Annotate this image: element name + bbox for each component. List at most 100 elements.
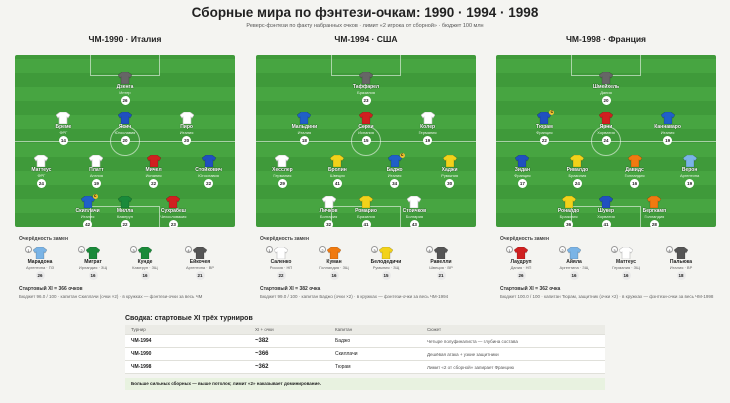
player-team: Аргентина xyxy=(679,172,700,178)
player-card[interactable]: Давидс Голландия 16 xyxy=(619,154,651,188)
player-card[interactable]: Стоичков Болгария 43 xyxy=(398,196,430,227)
player-name: Мальдини xyxy=(291,123,318,130)
bench-player[interactable]: 2 Миграт Ирландия · ЗЩ 16 xyxy=(71,246,115,280)
player-card[interactable]: Бреме ФРГ 14 xyxy=(47,111,79,145)
sub-order-badge: 3 xyxy=(611,246,618,253)
player-name: Марадона xyxy=(27,259,53,265)
bench-player[interactable]: 4 Равелли Швеция · ВР 21 xyxy=(419,246,463,280)
bench-player[interactable]: 3 Кунде Камерун · ЗЩ 16 xyxy=(123,246,167,280)
player-card[interactable]: Таффарел Бразилия 23 xyxy=(350,72,382,106)
bench-player[interactable]: 2 Айяла Аргентина · ЗЩ 16 xyxy=(552,246,596,280)
player-card[interactable]: Хаджи Румыния 30 xyxy=(434,154,466,188)
bench-player[interactable]: 1 Лаудруп Дания · НП 26 xyxy=(499,246,543,280)
player-card[interactable]: Сухрабеш Чехословакия 23 xyxy=(157,196,189,227)
page-title: Сборные мира по фэнтези-очкам: 1990 · 19… xyxy=(191,5,539,20)
player-card[interactable]: Роналдо Бразилия 36 xyxy=(553,196,585,227)
player-card[interactable]: Колер Германия 19 xyxy=(412,111,444,145)
points-badge: 32 xyxy=(324,220,334,227)
player-name: Милла xyxy=(116,208,134,215)
player-card[interactable]: Бролин Швеция 41 xyxy=(321,154,353,188)
player-team: Швеция xyxy=(330,172,345,178)
points-badge: 24 xyxy=(36,178,46,188)
player-card[interactable]: Ривалдо Бразилия 24 xyxy=(561,154,593,188)
player-team: Испания xyxy=(145,172,162,178)
shirt-icon xyxy=(89,154,104,167)
player-card[interactable]: Шукер Хорватия 41 xyxy=(590,196,622,227)
pitch: Дзенга Интер 26 Бреме ФРГ 14 Ясич Югославия 20 Пи… xyxy=(15,55,235,227)
bench-player[interactable]: 3 Белодедичи Румыния · ЗЩ 15 xyxy=(364,246,408,280)
player-card[interactable]: Каннаваро Италия 19 xyxy=(652,111,684,145)
player-card[interactable]: C Тюрам Франция 22 xyxy=(528,109,560,145)
budget-note: Бюджет 100.0 / 100 · капитан Тюрам, защи… xyxy=(500,294,714,299)
player-card[interactable]: Личков Болгария 32 xyxy=(313,196,345,227)
shirt-icon xyxy=(166,196,181,209)
points-badge: 16 xyxy=(88,271,98,280)
cell: Скиллачи xyxy=(335,351,358,357)
player-team: Голландия xyxy=(644,214,665,220)
player-card[interactable]: Серхи Испания 15 xyxy=(350,111,382,145)
subs-title: Очерёдность замен xyxy=(19,236,68,242)
player-name: Хаджи xyxy=(441,166,458,173)
player-team: Чехословакия xyxy=(160,214,187,220)
player-card[interactable]: Мальдини Италия 18 xyxy=(288,111,320,145)
points-badge: 18 xyxy=(676,271,686,280)
player-card[interactable]: Бергкамп Голландия 28 xyxy=(638,196,670,227)
player-card[interactable]: Дзенга Интер 26 xyxy=(109,72,141,106)
points-badge: 29 xyxy=(277,178,287,188)
shirt-icon xyxy=(201,154,216,167)
player-name: Ясич xyxy=(118,123,132,130)
player-name: Равелли xyxy=(430,259,452,265)
player-card[interactable]: Мичел Испания 22 xyxy=(138,154,170,188)
points-badge: 22 xyxy=(120,220,130,227)
bench-player[interactable]: 2 Куман Голландия · ЗЩ 16 xyxy=(312,246,356,280)
player-name: Стоичков xyxy=(402,208,427,215)
bench-player[interactable]: 1 Марадона Аргентина · ПЗ 26 xyxy=(18,246,62,280)
xi-total: Стартовый XI = 382 очка xyxy=(260,286,321,292)
player-card[interactable]: Верон Аргентина 19 xyxy=(674,154,706,188)
points-badge: 19 xyxy=(91,178,101,188)
budget-note: Бюджет 96.0 / 100 · капитан Скиллачи (оч… xyxy=(19,294,203,299)
pitch: Шмейхель Дания 20 C Тюрам Франция 22 Ярни Хорват… xyxy=(496,55,716,227)
shirt-icon xyxy=(647,196,662,209)
bench-player[interactable]: 4 Пальюка Италия · ВР 18 xyxy=(659,246,703,280)
bench-player[interactable]: 4 Ейкочея Аргентина · ВР 21 xyxy=(178,246,222,280)
player-card[interactable]: Маттеус ФРГ 24 xyxy=(25,154,57,188)
points-badge: 19 xyxy=(423,135,433,145)
player-card[interactable]: Пиро Италия 20 xyxy=(171,111,203,145)
player-team: Ирландия · ЗЩ xyxy=(78,265,108,270)
bench-player[interactable]: 1 Саленко Россия · НП 22 xyxy=(259,246,303,280)
player-team: Италия xyxy=(387,172,402,178)
player-name: Роналдо xyxy=(557,208,580,215)
xi-total: Стартовый XI = 362 очка xyxy=(500,286,561,292)
shirt-icon xyxy=(599,72,613,85)
player-name: Верон xyxy=(681,166,698,173)
player-card[interactable]: Милла Камерун 22 xyxy=(109,196,141,227)
player-card[interactable]: Шмейхель Дания 20 xyxy=(590,72,622,106)
points-badge: 26 xyxy=(516,271,526,280)
shirt-icon xyxy=(179,111,194,124)
player-name: Шукер xyxy=(597,208,615,215)
points-badge: 17 xyxy=(517,178,527,188)
player-card[interactable]: C Баджо Италия 34 xyxy=(379,152,411,188)
player-name: Скиллачи xyxy=(75,208,100,215)
player-card[interactable]: Хесслер Германия 29 xyxy=(266,154,298,188)
cell: Четыре полуфиналиста — глубина состава xyxy=(427,338,518,344)
bench-player[interactable]: 3 Маттеус Германия · ЗЩ 16 xyxy=(604,246,648,280)
player-card[interactable]: C Скиллачи Италия 42 xyxy=(72,194,104,227)
player-team: Бразилия xyxy=(559,214,578,220)
player-card[interactable]: Ромарио Бразилия 41 xyxy=(350,196,382,227)
sub-order-badge: 1 xyxy=(266,246,273,253)
points-badge: 21 xyxy=(195,271,205,280)
subs-title: Очерёдность замен xyxy=(260,236,309,242)
player-card[interactable]: Зидан Франция 17 xyxy=(506,154,538,188)
player-card[interactable]: Платт Англия 19 xyxy=(80,154,112,188)
shirt-icon xyxy=(682,154,697,167)
points-badge: 19 xyxy=(685,178,695,188)
player-card[interactable]: Стойкович Югославия 22 xyxy=(193,154,225,188)
player-team: Италия · ВР xyxy=(669,265,693,270)
player-name: Платт xyxy=(89,166,104,173)
shirt-icon xyxy=(599,196,613,209)
player-card[interactable]: Ярни Хорватия 24 xyxy=(590,111,622,145)
player-card[interactable]: Ясич Югославия 20 xyxy=(109,111,141,145)
shirt-icon xyxy=(561,196,576,209)
